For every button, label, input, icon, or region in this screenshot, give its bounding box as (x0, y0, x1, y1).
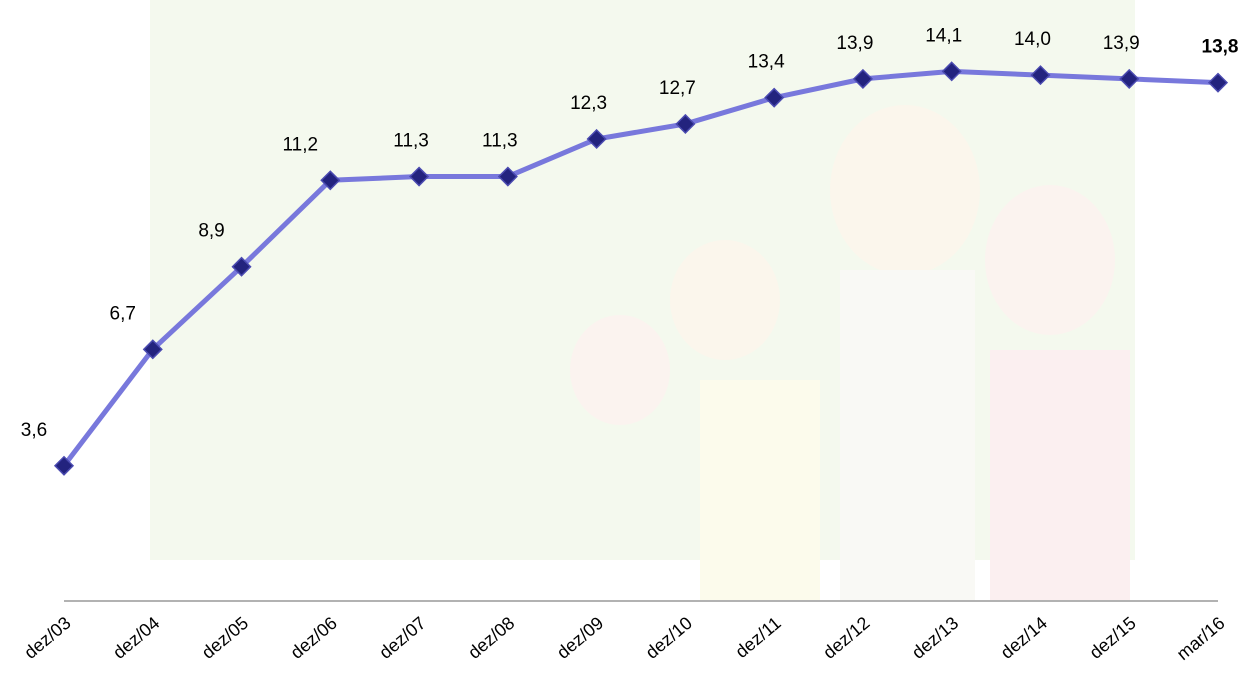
x-tick-label: dez/11 (731, 613, 784, 662)
x-tick-label: dez/12 (819, 613, 873, 663)
value-label: 13,4 (748, 52, 785, 73)
x-tick-label: dez/06 (287, 613, 341, 663)
background-art (570, 315, 670, 425)
chart: dez/03 dez/04 dez/05 dez/06 dez/07 dez/08 dez/… (0, 0, 1245, 685)
background-art (985, 185, 1115, 335)
value-label: 11,3 (482, 131, 518, 152)
value-label: 6,7 (110, 303, 136, 324)
x-tick-label: dez/09 (553, 613, 607, 663)
value-label: 14,0 (1014, 29, 1051, 50)
x-tick-label: dez/05 (198, 613, 252, 663)
value-label: 14,1 (925, 25, 962, 46)
x-tick-label: dez/08 (464, 613, 518, 663)
value-label: 13,9 (1103, 33, 1140, 54)
value-label: 8,9 (198, 221, 224, 242)
value-label: 13,9 (836, 33, 873, 54)
x-tick-label: mar/16 (1173, 613, 1229, 664)
value-label: 13,8 (1202, 37, 1239, 58)
value-label: 11,2 (283, 134, 319, 155)
x-tick-label: dez/04 (109, 613, 163, 663)
value-label: 3,6 (21, 420, 47, 441)
background-art (150, 0, 1135, 560)
value-label: 12,7 (659, 78, 696, 99)
background-art (990, 350, 1130, 600)
value-label: 12,3 (570, 93, 607, 114)
x-tick-label: dez/15 (1086, 613, 1140, 663)
x-tick-label: dez/13 (908, 613, 962, 663)
value-label: 11,3 (393, 131, 429, 152)
background-art (700, 380, 820, 600)
x-tick-label: dez/10 (642, 613, 696, 663)
background-art (830, 105, 980, 275)
background-art (840, 270, 975, 600)
background-art (670, 240, 780, 360)
x-tick-label: dez/03 (20, 613, 74, 663)
marker (1209, 74, 1227, 92)
x-tick-label: dez/07 (375, 613, 429, 663)
x-tick-label: dez/14 (997, 613, 1051, 663)
